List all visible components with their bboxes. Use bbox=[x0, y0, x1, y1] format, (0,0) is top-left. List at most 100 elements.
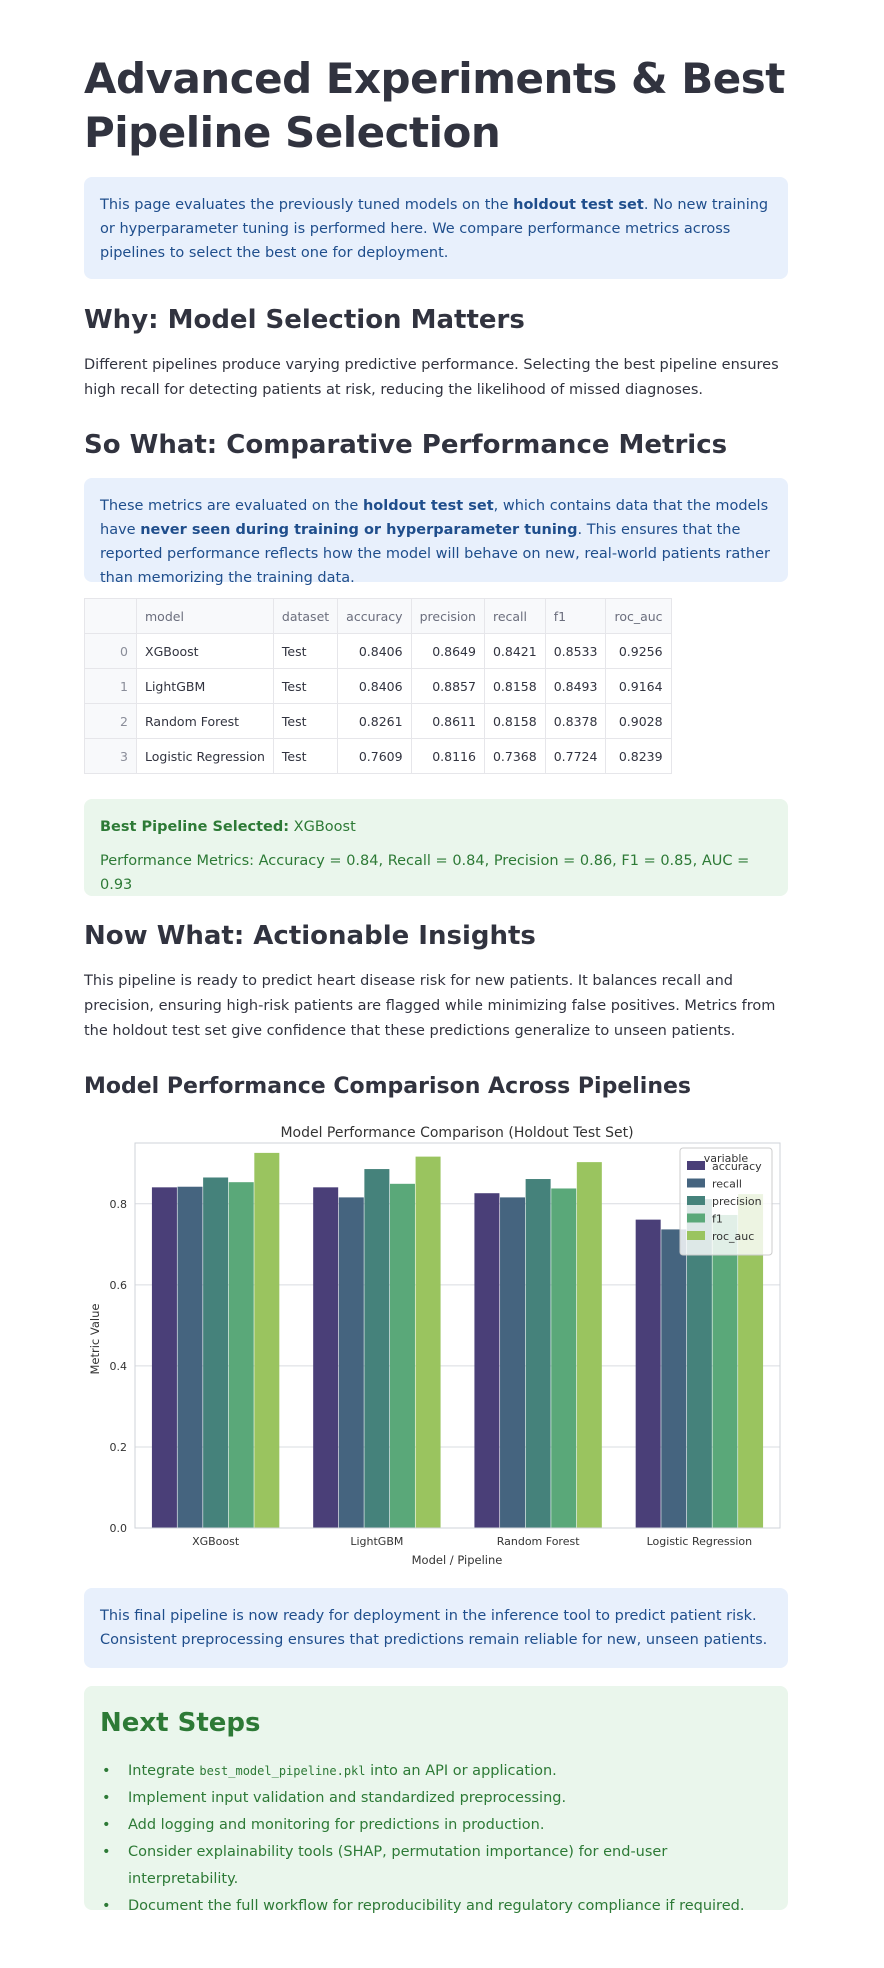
cell-f1: 0.8378 bbox=[544, 703, 607, 739]
bar-accuracy bbox=[151, 1187, 177, 1528]
bar-recall bbox=[338, 1197, 364, 1528]
cell-precision: 0.8857 bbox=[410, 668, 485, 704]
legend-swatch bbox=[687, 1161, 705, 1170]
best-pipeline-box: Best Pipeline Selected: XGBoost Performa… bbox=[84, 799, 788, 896]
next-steps-heading: Next Steps bbox=[100, 1708, 261, 1738]
y-tick-label: 0.6 bbox=[110, 1279, 128, 1292]
legend-title: variable bbox=[704, 1152, 749, 1165]
bar-recall bbox=[661, 1229, 687, 1528]
next-steps-list: Integrate best_model_pipeline.pkl into a… bbox=[100, 1758, 772, 1920]
legend-label: roc_auc bbox=[712, 1230, 754, 1243]
column-header-recall[interactable]: recall bbox=[483, 598, 546, 634]
row-index: 2 bbox=[84, 703, 137, 739]
so-what-text-3: . This ensures that the reported perform… bbox=[100, 522, 770, 586]
cell-accuracy: 0.7609 bbox=[337, 738, 412, 774]
cell-model: LightGBM bbox=[136, 668, 274, 704]
list-item: Consider explainability tools (SHAP, per… bbox=[100, 1839, 772, 1893]
holdout-info-box: These metrics are evaluated on the holdo… bbox=[84, 478, 788, 586]
page-title: Advanced Experiments & Best Pipeline Sel… bbox=[84, 54, 785, 157]
bar-accuracy bbox=[635, 1219, 661, 1528]
intro-text-1: This page evaluates the previously tuned… bbox=[100, 197, 514, 213]
bar-accuracy bbox=[313, 1187, 339, 1528]
bar-recall bbox=[177, 1186, 203, 1528]
intro-bold: holdout test set bbox=[513, 197, 644, 213]
column-header-precision[interactable]: precision bbox=[410, 598, 485, 634]
list-item: Integrate best_model_pipeline.pkl into a… bbox=[100, 1758, 772, 1785]
bar-roc_auc bbox=[254, 1152, 280, 1528]
best-pipeline-metrics: Performance Metrics: Accuracy = 0.84, Re… bbox=[100, 853, 750, 893]
bar-precision bbox=[525, 1179, 551, 1528]
cell-accuracy: 0.8406 bbox=[337, 668, 412, 704]
bar-precision bbox=[364, 1169, 390, 1528]
cell-f1: 0.8493 bbox=[544, 668, 607, 704]
best-pipeline-label: Best Pipeline Selected: bbox=[100, 819, 290, 835]
so-what-text-2: , which contains data that the models ha… bbox=[100, 498, 769, 538]
cell-precision: 0.8611 bbox=[410, 703, 485, 739]
legend-label: accuracy bbox=[712, 1160, 762, 1173]
now-what-text: This pipeline is ready to predict heart … bbox=[84, 973, 776, 1039]
performance-chart: Model Performance Comparison (Holdout Te… bbox=[84, 1118, 788, 1568]
metrics-table[interactable]: model dataset accuracy precision recall … bbox=[84, 598, 672, 774]
cell-roc-auc: 0.9028 bbox=[605, 703, 672, 739]
legend-box bbox=[679, 1147, 773, 1256]
column-header-index[interactable] bbox=[84, 598, 137, 634]
cell-accuracy: 0.8406 bbox=[337, 633, 412, 669]
item-text: Integrate bbox=[128, 1763, 200, 1779]
table-row: 3 Logistic Regression Test 0.7609 0.8116… bbox=[84, 738, 672, 774]
why-heading: Why: Model Selection Matters bbox=[84, 305, 525, 335]
column-header-dataset[interactable]: dataset bbox=[272, 598, 339, 634]
bar-roc_auc bbox=[415, 1156, 441, 1528]
cell-precision: 0.8649 bbox=[410, 633, 485, 669]
cell-accuracy: 0.8261 bbox=[337, 703, 412, 739]
cell-f1: 0.8533 bbox=[544, 633, 607, 669]
chart-legend: variable accuracy recall precision f1 roc_au… bbox=[679, 1147, 773, 1256]
bar-roc_auc bbox=[576, 1162, 602, 1528]
cell-roc-auc: 0.8239 bbox=[605, 738, 672, 774]
column-header-f1[interactable]: f1 bbox=[544, 598, 607, 634]
x-tick-label: LightGBM bbox=[350, 1535, 403, 1548]
legend-label: precision bbox=[712, 1195, 762, 1208]
chart-bars bbox=[151, 1152, 764, 1528]
row-index: 0 bbox=[84, 633, 137, 669]
chart-x-ticks: XGBoost LightGBM Random Forest Logistic Reg… bbox=[192, 1535, 752, 1548]
intro-text-2: . No new training or hyperparameter tuni… bbox=[100, 197, 769, 261]
bar-accuracy bbox=[474, 1193, 500, 1528]
comparison-heading: Model Performance Comparison Across Pipe… bbox=[84, 1074, 692, 1099]
bar-f1 bbox=[712, 1214, 738, 1528]
deploy-info-box: This final pipeline is now ready for dep… bbox=[84, 1588, 788, 1668]
column-header-roc-auc[interactable]: roc_auc bbox=[605, 598, 672, 634]
best-pipeline-model: XGBoost bbox=[289, 819, 356, 835]
cell-recall: 0.8158 bbox=[483, 703, 546, 739]
best-pipeline-line: Best Pipeline Selected: XGBoost bbox=[100, 815, 772, 839]
list-item: Add logging and monitoring for predictio… bbox=[100, 1812, 772, 1839]
intro-info-box: This page evaluates the previously tuned… bbox=[84, 177, 788, 279]
legend-swatch bbox=[687, 1213, 705, 1223]
table-row: 0 XGBoost Test 0.8406 0.8649 0.8421 0.85… bbox=[84, 633, 672, 669]
list-item: Document the full workflow for reproduci… bbox=[100, 1893, 772, 1920]
table-row: 2 Random Forest Test 0.8261 0.8611 0.815… bbox=[84, 703, 672, 739]
column-header-accuracy[interactable]: accuracy bbox=[337, 598, 412, 634]
bar-f1 bbox=[389, 1183, 415, 1528]
bar-recall bbox=[500, 1197, 526, 1528]
bar-f1 bbox=[228, 1182, 254, 1528]
cell-recall: 0.8421 bbox=[483, 633, 546, 669]
x-tick-label: XGBoost bbox=[192, 1535, 240, 1548]
y-tick-label: 0.0 bbox=[110, 1522, 128, 1535]
cell-model: Random Forest bbox=[136, 703, 274, 739]
cell-roc-auc: 0.9256 bbox=[605, 633, 672, 669]
y-tick-label: 0.4 bbox=[110, 1360, 128, 1373]
so-what-bold-2: never seen during training or hyperparam… bbox=[140, 522, 578, 538]
cell-dataset: Test bbox=[272, 703, 339, 739]
legend-label: f1 bbox=[712, 1213, 723, 1226]
so-what-heading: So What: Comparative Performance Metrics bbox=[84, 430, 728, 460]
chart-title: Model Performance Comparison (Holdout Te… bbox=[280, 1125, 633, 1141]
cell-model: XGBoost bbox=[136, 633, 274, 669]
column-header-model[interactable]: model bbox=[136, 598, 274, 634]
cell-roc-auc: 0.9164 bbox=[605, 668, 672, 704]
legend-swatch bbox=[687, 1178, 705, 1188]
legend-swatch bbox=[687, 1196, 705, 1205]
cell-recall: 0.8158 bbox=[483, 668, 546, 704]
performance-chart-svg: Model Performance Comparison (Holdout Te… bbox=[88, 1125, 781, 1567]
item-text: into an API or application. bbox=[365, 1763, 557, 1779]
